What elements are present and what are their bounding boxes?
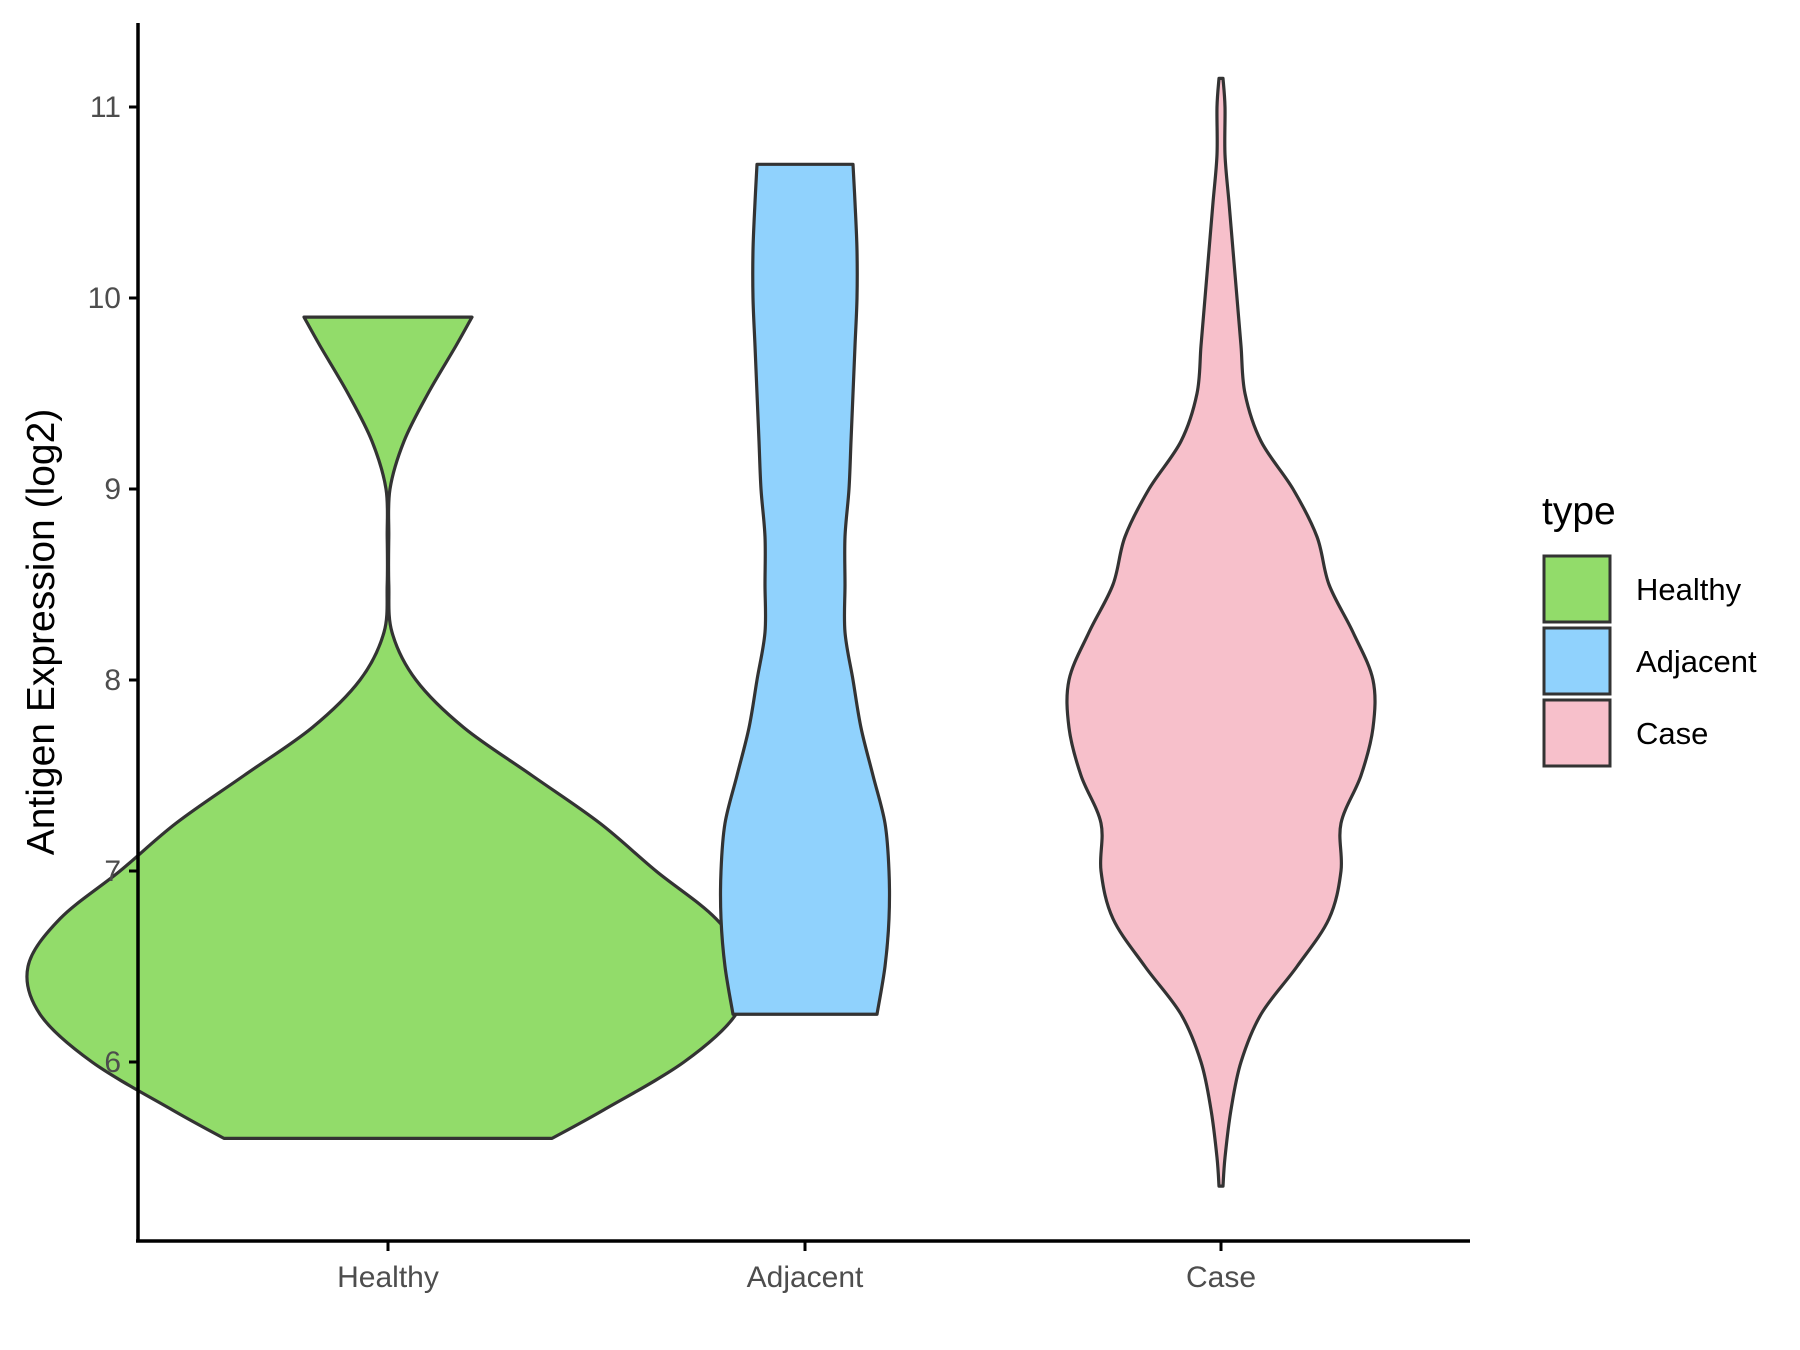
y-tick-label: 6 xyxy=(104,1046,121,1079)
x-tick-label: Healthy xyxy=(337,1261,439,1294)
violin-healthy xyxy=(25,315,751,1140)
legend-swatch-case xyxy=(1542,698,1612,768)
legend-label-adjacent: Adjacent xyxy=(1636,644,1757,679)
x-tick-label: Case xyxy=(1186,1261,1256,1294)
violins-layer xyxy=(25,76,1377,1188)
legend-label-healthy: Healthy xyxy=(1636,572,1742,607)
y-tick-label: 9 xyxy=(104,473,121,506)
legend-label-case: Case xyxy=(1636,716,1708,751)
violin-adjacent xyxy=(718,162,892,1016)
legend: type Healthy Adjacent Case xyxy=(1542,490,1757,768)
x-ticks: Healthy Adjacent Case xyxy=(337,1241,1256,1294)
y-tick-label: 11 xyxy=(90,91,121,124)
y-tick-label: 10 xyxy=(88,282,121,315)
violin-case xyxy=(1065,76,1377,1188)
y-tick-label: 8 xyxy=(104,664,121,697)
y-ticks: 6 7 8 9 10 11 xyxy=(88,91,138,1079)
legend-swatch-healthy xyxy=(1542,554,1612,624)
legend-title: type xyxy=(1542,490,1616,533)
y-tick-label: 7 xyxy=(104,855,121,888)
legend-swatch-adjacent xyxy=(1542,626,1612,696)
y-axis-title: Antigen Expression (log2) xyxy=(20,409,63,856)
x-tick-label: Adjacent xyxy=(747,1261,864,1294)
